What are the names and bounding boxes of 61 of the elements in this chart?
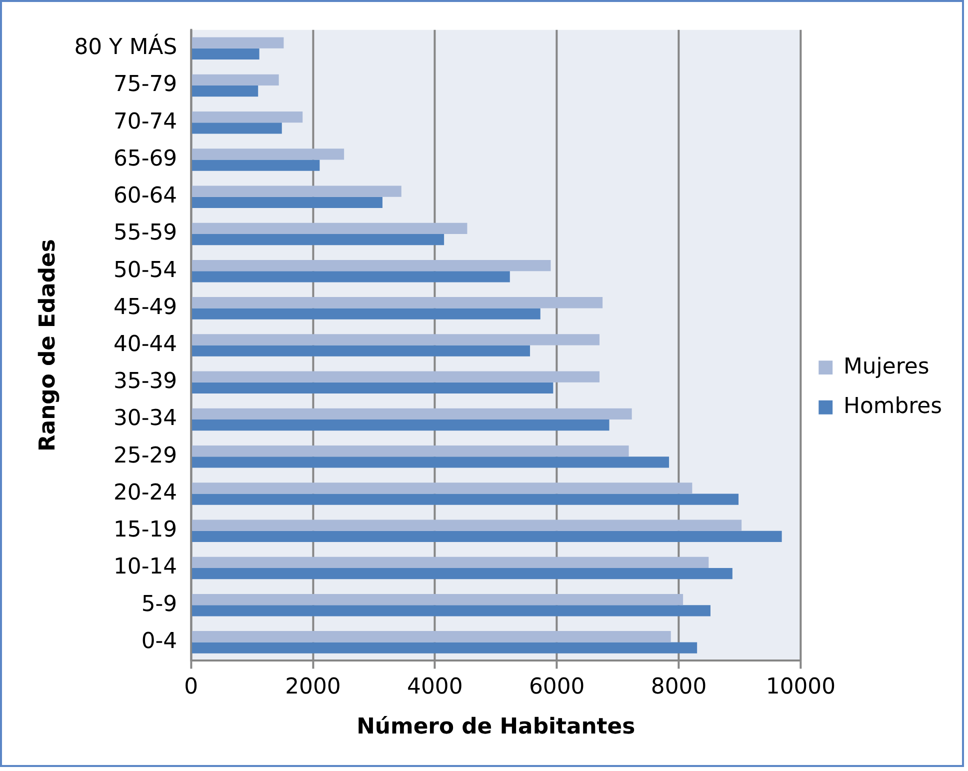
y-tick-label: 70-74	[113, 109, 178, 134]
y-tick-label: 75-79	[113, 72, 178, 98]
x-tick-label: 10000	[766, 674, 836, 700]
y-tick-label: 25-29	[113, 443, 178, 468]
y-tick-label: 45-49	[113, 294, 178, 320]
y-tick-label: 35-39	[113, 369, 178, 394]
y-tick-label: 0-4	[141, 628, 178, 654]
x-tick-label: 4000	[407, 674, 463, 700]
bar	[192, 234, 444, 246]
y-tick-label: 65-69	[113, 146, 178, 172]
y-tick-label: 15-19	[113, 518, 178, 543]
bar	[192, 74, 279, 86]
bar	[192, 530, 782, 542]
bar	[192, 297, 603, 308]
bar	[192, 308, 540, 320]
bar	[192, 196, 382, 208]
bar	[192, 160, 320, 171]
bar	[192, 122, 282, 134]
bar	[192, 48, 260, 60]
x-tick-label: 2000	[285, 674, 341, 700]
y-tick-label: 30-34	[113, 406, 178, 432]
bar	[192, 334, 600, 346]
bar	[192, 556, 709, 568]
bar	[192, 382, 554, 394]
bar	[192, 594, 684, 606]
y-tick-label: 55-59	[113, 220, 178, 246]
bar	[192, 446, 629, 457]
bar	[192, 86, 258, 97]
bar	[192, 260, 551, 272]
bar	[192, 186, 402, 197]
bar	[192, 271, 510, 282]
bar	[192, 112, 303, 123]
bar	[192, 520, 742, 531]
x-tick-label: 6000	[528, 674, 585, 700]
y-tick-label: 40-44	[113, 332, 178, 357]
bar	[192, 456, 670, 468]
x-axis-title: Número de Habitantes	[356, 714, 636, 740]
bar	[192, 605, 710, 616]
bar	[192, 37, 284, 48]
y-tick-label: 80 Y MÁS	[74, 33, 178, 60]
bar	[192, 482, 692, 494]
y-tick-label: 10-14	[113, 554, 178, 580]
bar	[192, 371, 600, 382]
x-tick-label: 0	[184, 674, 198, 700]
bar	[192, 631, 671, 642]
bar	[192, 568, 732, 580]
legend-label: Hombres	[844, 394, 942, 420]
bar	[192, 222, 468, 234]
bar	[192, 345, 530, 356]
bar	[192, 642, 698, 654]
y-axis-title: Rango de Edades	[36, 239, 61, 452]
y-tick-label: 60-64	[113, 184, 178, 209]
bar	[192, 420, 610, 431]
bar	[192, 148, 344, 160]
x-tick-label: 8000	[650, 674, 707, 700]
bar	[192, 494, 739, 505]
y-tick-label: 20-24	[113, 480, 178, 506]
legend-label: Mujeres	[844, 354, 930, 380]
bar	[192, 408, 632, 420]
y-tick-label: 50-54	[113, 258, 178, 283]
y-tick-label: 5-9	[141, 592, 178, 617]
